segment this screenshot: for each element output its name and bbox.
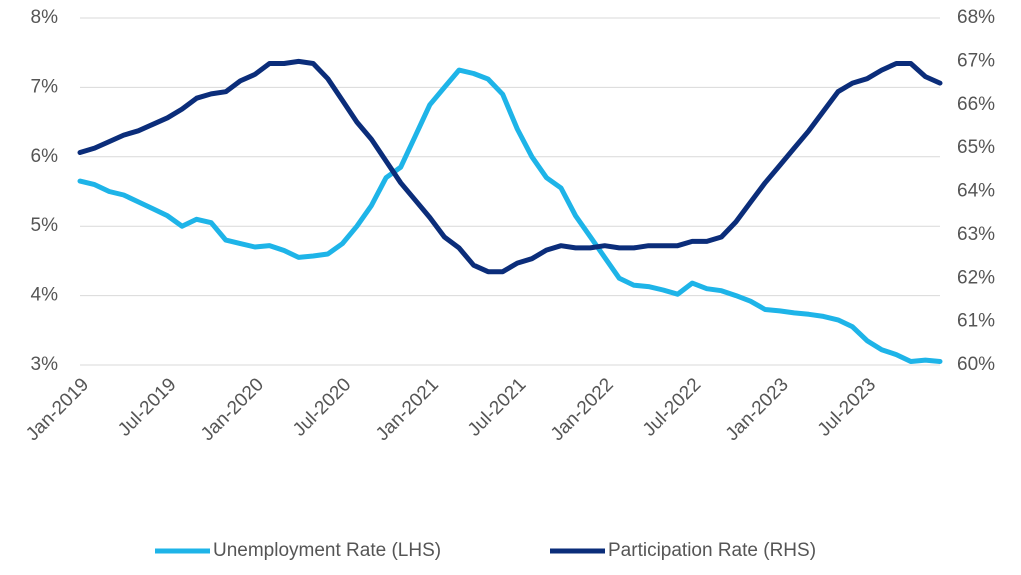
- y2-tick-label: 66%: [957, 94, 995, 115]
- x-tick-label: Jan-2022: [547, 374, 618, 445]
- y2-tick-label: 67%: [957, 50, 995, 71]
- y2-tick-label: 61%: [957, 311, 995, 332]
- x-tick-label: Jul-2019: [114, 374, 180, 440]
- y2-tick-label: 64%: [957, 181, 995, 202]
- x-tick-label: Jan-2021: [372, 374, 443, 445]
- x-tick-label: Jul-2020: [289, 374, 355, 440]
- x-tick-label: Jan-2020: [197, 374, 268, 445]
- y2-tick-label: 60%: [957, 354, 995, 375]
- x-tick-label: Jan-2019: [22, 374, 93, 445]
- x-tick-label: Jul-2021: [464, 374, 530, 440]
- y2-tick-label: 63%: [957, 224, 995, 245]
- x-tick-label: Jul-2022: [639, 374, 705, 440]
- x-tick-label: Jul-2023: [814, 374, 880, 440]
- y2-tick-label: 68%: [957, 7, 995, 28]
- y-tick-label: 5%: [31, 215, 59, 236]
- y-tick-label: 8%: [31, 7, 59, 28]
- y-tick-label: 7%: [31, 76, 59, 97]
- y-tick-label: 6%: [31, 146, 59, 167]
- legend-label: Unemployment Rate (LHS): [213, 540, 441, 561]
- series-line: [77, 58, 943, 275]
- x-tick-label: Jan-2023: [722, 374, 793, 445]
- y2-tick-label: 62%: [957, 267, 995, 288]
- y-tick-label: 3%: [31, 354, 59, 375]
- series-line: [77, 67, 943, 364]
- y-tick-label: 4%: [31, 285, 59, 306]
- y2-tick-label: 65%: [957, 137, 995, 158]
- legend-label: Participation Rate (RHS): [608, 540, 816, 561]
